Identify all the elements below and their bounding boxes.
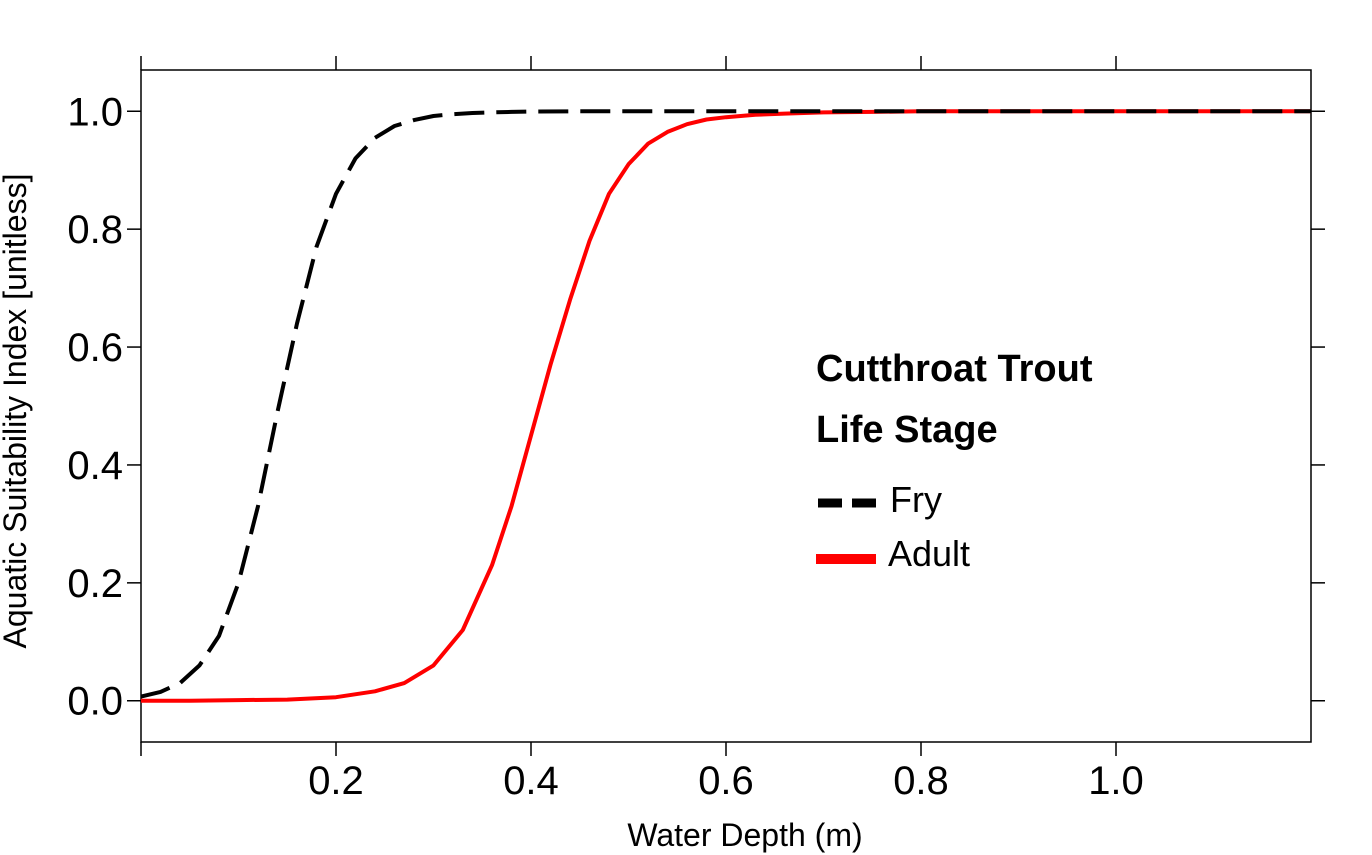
y-tick-label: 0.4 [67, 444, 123, 488]
y-tick-label: 0.0 [67, 680, 123, 724]
legend-title-line-2: Life Stage [816, 409, 998, 451]
y-tick-label: 0.6 [67, 326, 123, 370]
x-tick-label: 0.8 [893, 759, 949, 803]
series-layer [140, 109, 1311, 703]
legend-label-adult: Adult [888, 533, 970, 574]
y-tick-label: 0.2 [67, 562, 123, 606]
x-tick-label: 0.6 [698, 759, 754, 803]
y-tick-label: 0.8 [67, 208, 123, 252]
y-tick-label: 1.0 [67, 90, 123, 134]
x-tick-label: 0.2 [308, 759, 364, 803]
x-axis: 0.2 0.4 0.6 0.8 1.0 [140, 56, 1144, 803]
series-line-adult [141, 109, 1311, 703]
legend-label-fry: Fry [890, 479, 942, 520]
x-tick-label: 1.0 [1088, 759, 1144, 803]
y-axis: 0.0 0.2 0.4 0.6 0.8 1.0 [67, 90, 1325, 724]
legend: Cutthroat Trout Life Stage Fry Adult [816, 348, 1093, 574]
legend-title-line-1: Cutthroat Trout [816, 348, 1093, 390]
plot-frame [140, 69, 1312, 743]
x-axis-label: Water Depth (m) [627, 817, 862, 853]
x-tick-label: 0.4 [503, 759, 559, 803]
y-axis-label: Aquatic Suitability Index [unitless] [0, 174, 33, 649]
series-line-fry [140, 109, 1311, 699]
